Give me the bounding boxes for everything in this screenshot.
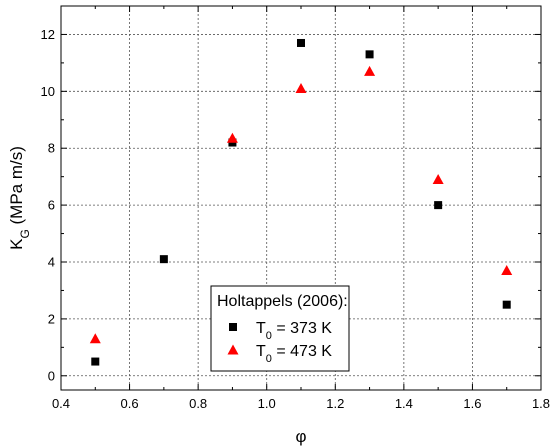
data-marks [89,38,513,366]
series-0-point [502,300,511,309]
y-axis-label-rest: (MPa m/s) [7,146,26,229]
y-tick-label: 8 [48,141,55,156]
series-1-point [501,265,513,276]
series-1-point [295,82,307,93]
x-tick-label: 1.2 [326,396,344,411]
y-axis-label-main: K [7,238,26,250]
series-1-point [432,174,444,185]
axis-ticks [60,5,542,390]
series-0-point [434,201,443,210]
series-1-point [89,333,101,344]
series-1-point [364,65,376,76]
tick-labels: 0.4 0.6 0.8 1.0 1.2 1.4 1.6 1.8 0 2 4 6 8 10 12 [41,27,550,411]
y-tick-label: 10 [41,84,55,99]
series-0-point [159,255,168,264]
x-tick-label: 1.4 [395,396,413,411]
x-axis-label: φ [295,427,306,446]
legend-marker-1 [227,344,239,355]
legend-title: Holtappels (2006): [217,293,348,310]
legend-entry-0: T0 = 373 K [256,320,332,342]
series-1-point [226,132,238,143]
y-axis-label: KG (MPa m/s) [7,146,32,250]
x-tick-label: 0.4 [52,396,70,411]
x-tick-label: 1.8 [532,396,550,411]
series-0-point [365,50,374,59]
x-tick-label: 1.6 [463,396,481,411]
y-tick-label: 6 [48,198,55,213]
y-tick-label: 0 [48,368,55,383]
y-tick-label: 2 [48,311,55,326]
y-axis-label-sub: G [18,229,32,238]
grid-lines [61,6,541,390]
legend: Holtappels (2006): T0 = 373 KT0 = 473 K [210,285,350,372]
series-0-point [91,357,100,366]
series-0-point [297,38,305,47]
legend-marker-0 [229,323,237,331]
y-tick-label: 4 [48,255,55,270]
x-tick-label: 1.0 [258,396,276,411]
x-tick-label: 0.8 [189,396,207,411]
legend-entry-1: T0 = 473 K [256,343,332,365]
y-tick-label: 12 [41,27,55,42]
x-tick-label: 0.6 [121,396,139,411]
